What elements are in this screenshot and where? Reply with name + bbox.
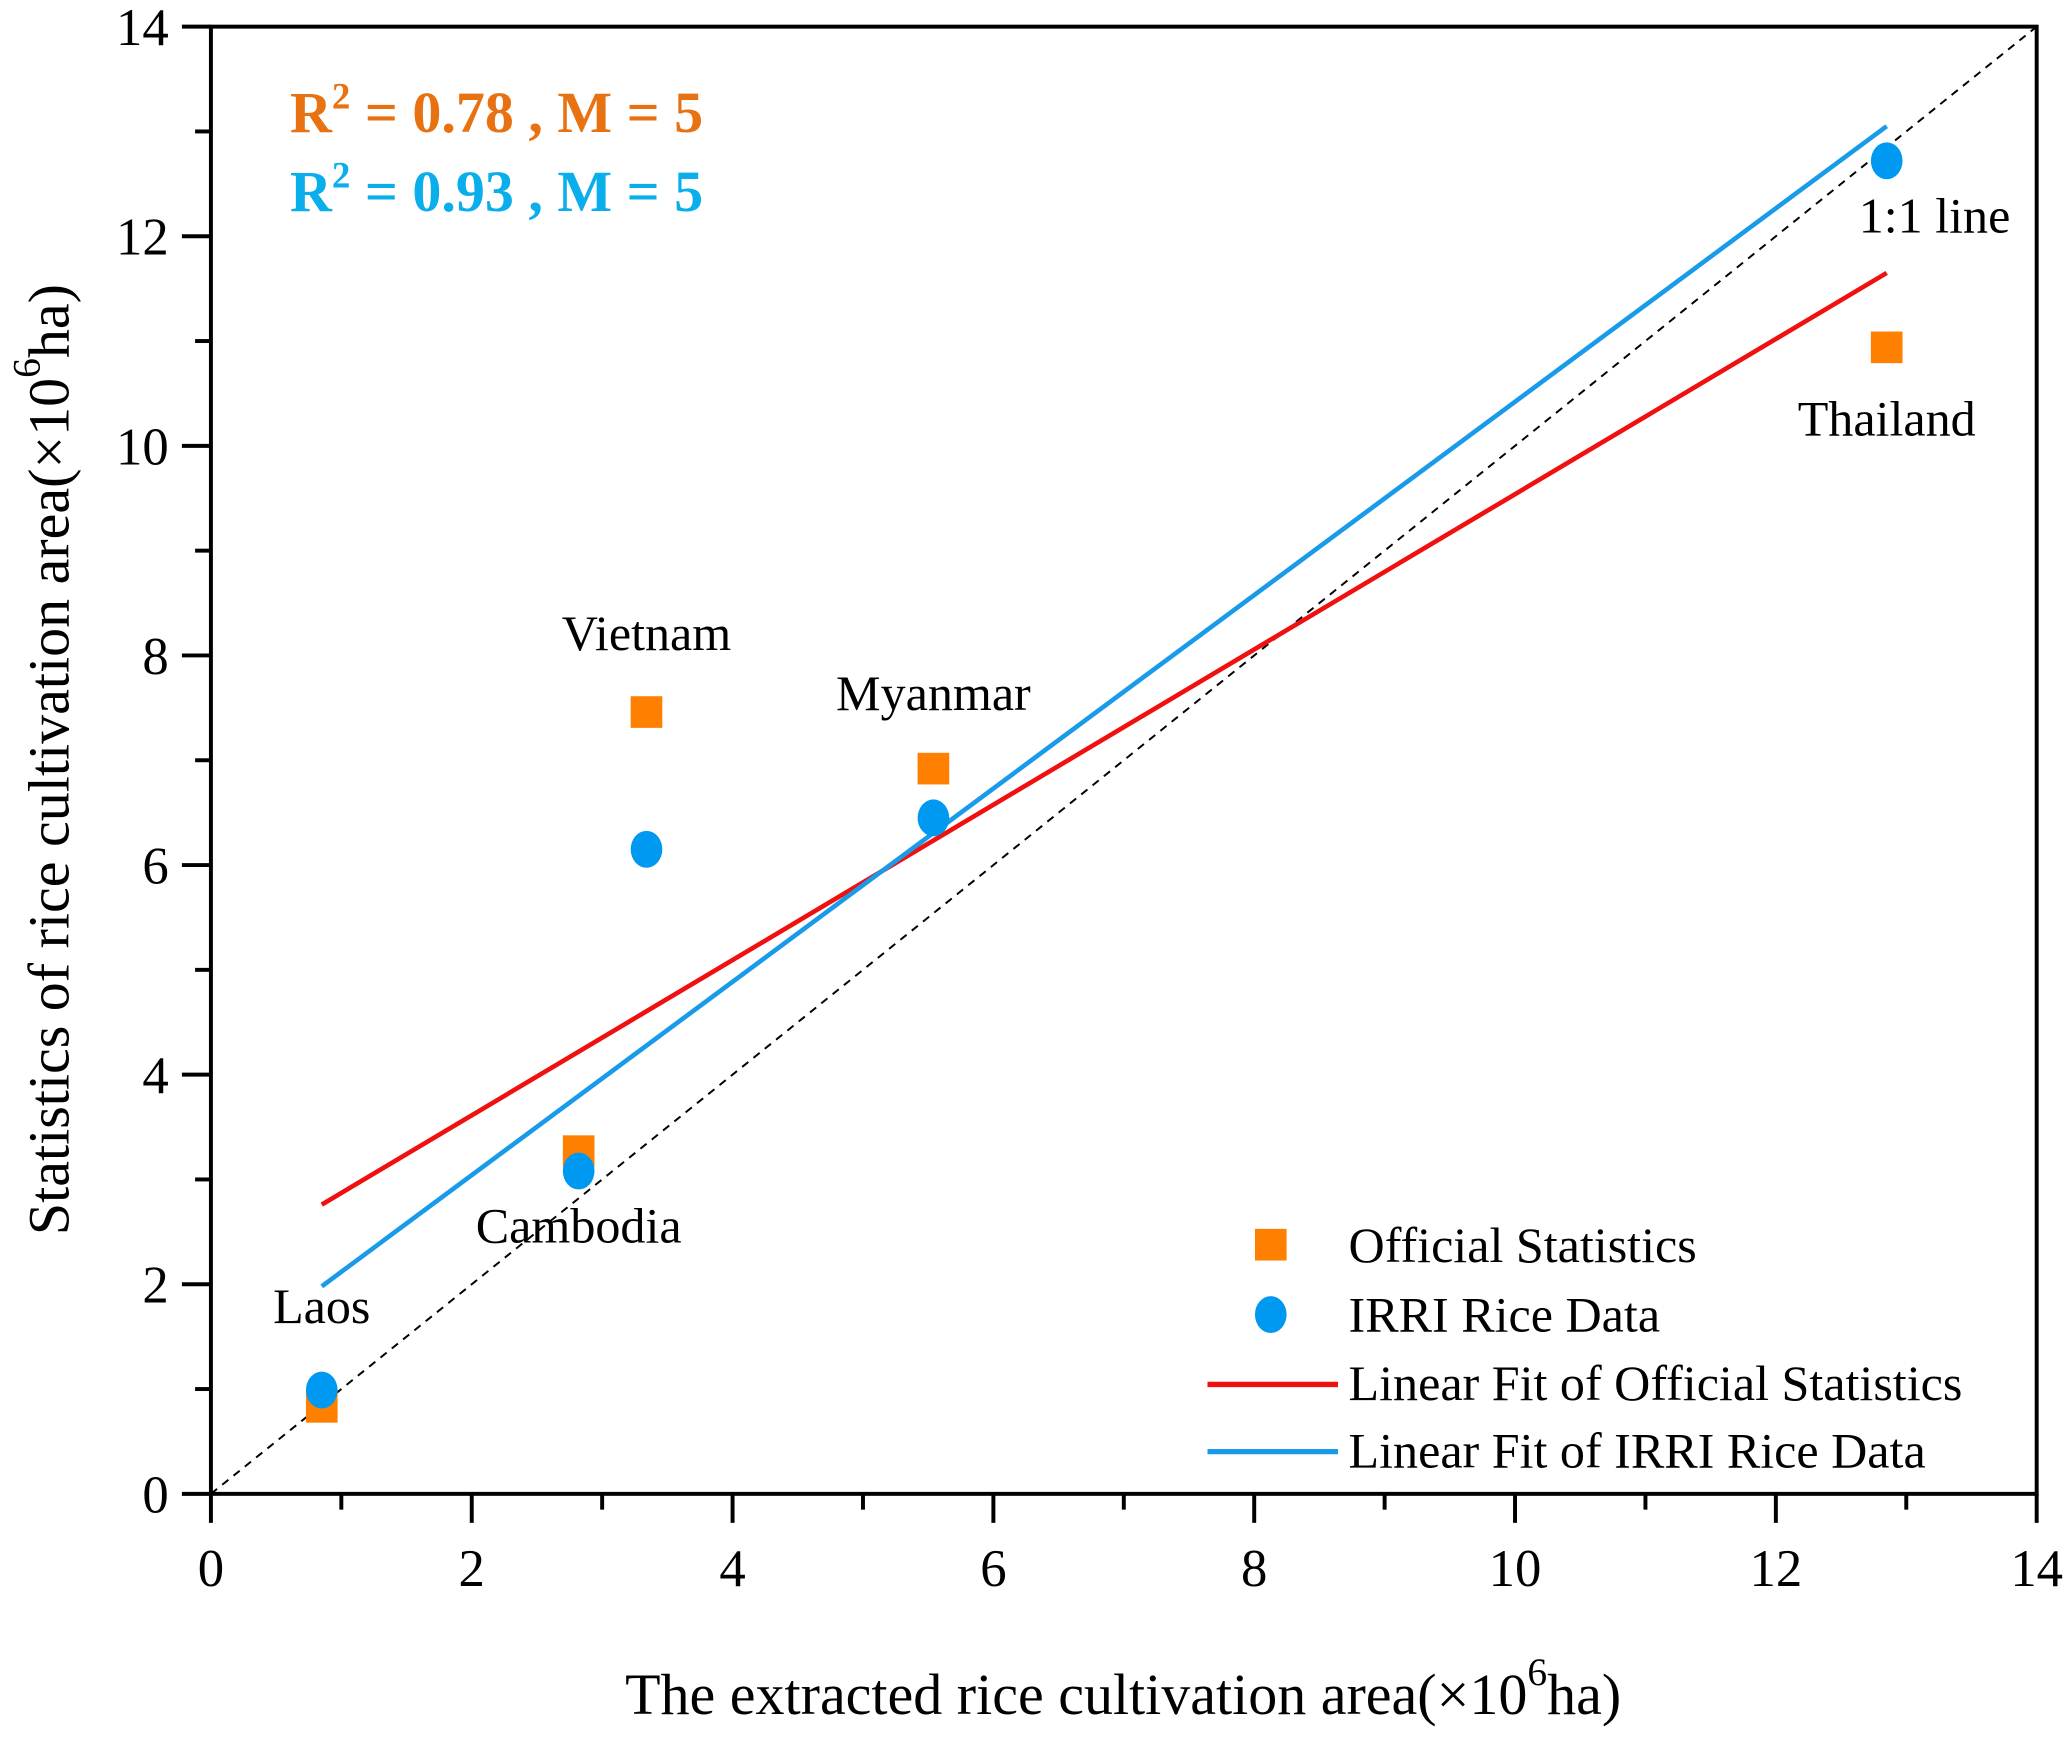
marker-irri-myanmar [917,799,950,837]
y-tick-label: 12 [116,209,169,267]
marker-irri-vietnam [630,830,663,868]
x-tick-label: 12 [1749,1540,1802,1598]
x-tick-label: 10 [1489,1540,1542,1598]
legend: Official Statistics IRRI Rice Data Linea… [1207,1217,1963,1478]
marker-official-vietnam [630,696,663,728]
point-label-laos: Laos [273,1278,370,1334]
point-label-vietnam: Vietnam [562,605,731,661]
x-tick-label: 4 [719,1540,745,1598]
x-tick-label: 14 [2010,1540,2063,1598]
marker-irri-thailand [1870,142,1903,180]
one-to-one-label: 1:1 line [1859,187,2011,243]
point-labels: Laos Cambodia Vietnam Myanmar Thailand [273,390,1976,1334]
marker-official-myanmar [917,752,950,785]
marker-irri-cambodia [562,1152,595,1190]
point-label-myanmar: Myanmar [836,665,1031,721]
x-tick-label: 2 [459,1540,485,1598]
legend-label-irri-fit: Linear Fit of IRRI Rice Data [1349,1422,1926,1478]
marker-official-thailand [1870,331,1903,364]
legend-label-official: Official Statistics [1349,1217,1697,1273]
y-tick-label: 14 [116,0,169,57]
x-axis-title: The extracted rice cultivation area(×106… [625,1650,1621,1727]
fit-line-official [320,270,1888,1207]
legend-label-irri: IRRI Rice Data [1349,1287,1661,1343]
legend-marker-irri [1254,1296,1287,1334]
x-tick-label: 8 [1241,1540,1267,1598]
y-tick-label: 10 [116,418,169,476]
legend-marker-official [1254,1228,1287,1261]
fit-line-irri [320,124,1889,1289]
marker-irri-laos [305,1371,338,1409]
one-to-one-line [210,25,2038,1495]
point-label-cambodia: Cambodia [476,1197,682,1253]
x-tick-label: 6 [980,1540,1006,1598]
point-label-thailand: Thailand [1798,390,1976,446]
y-tick-label: 4 [142,1047,168,1105]
y-tick-label: 8 [142,628,168,686]
y-tick-label: 6 [142,838,168,896]
legend-label-official-fit: Linear Fit of Official Statistics [1349,1355,1963,1411]
y-tick-label: 0 [142,1466,168,1524]
data-markers [305,142,1903,1423]
y-axis-title: Statistics of rice cultivation area(×106… [5,284,82,1235]
axis-ticks [181,24,2039,1523]
stat-irri: R2 = 0.93 , M = 5 [290,154,703,224]
y-tick-label: 2 [142,1257,168,1315]
stat-official: R2 = 0.78 , M = 5 [290,75,703,145]
tick-labels: 0 2 4 6 8 10 12 14 0 2 4 6 8 10 12 14 [116,0,2063,1598]
x-tick-label: 0 [198,1540,224,1598]
